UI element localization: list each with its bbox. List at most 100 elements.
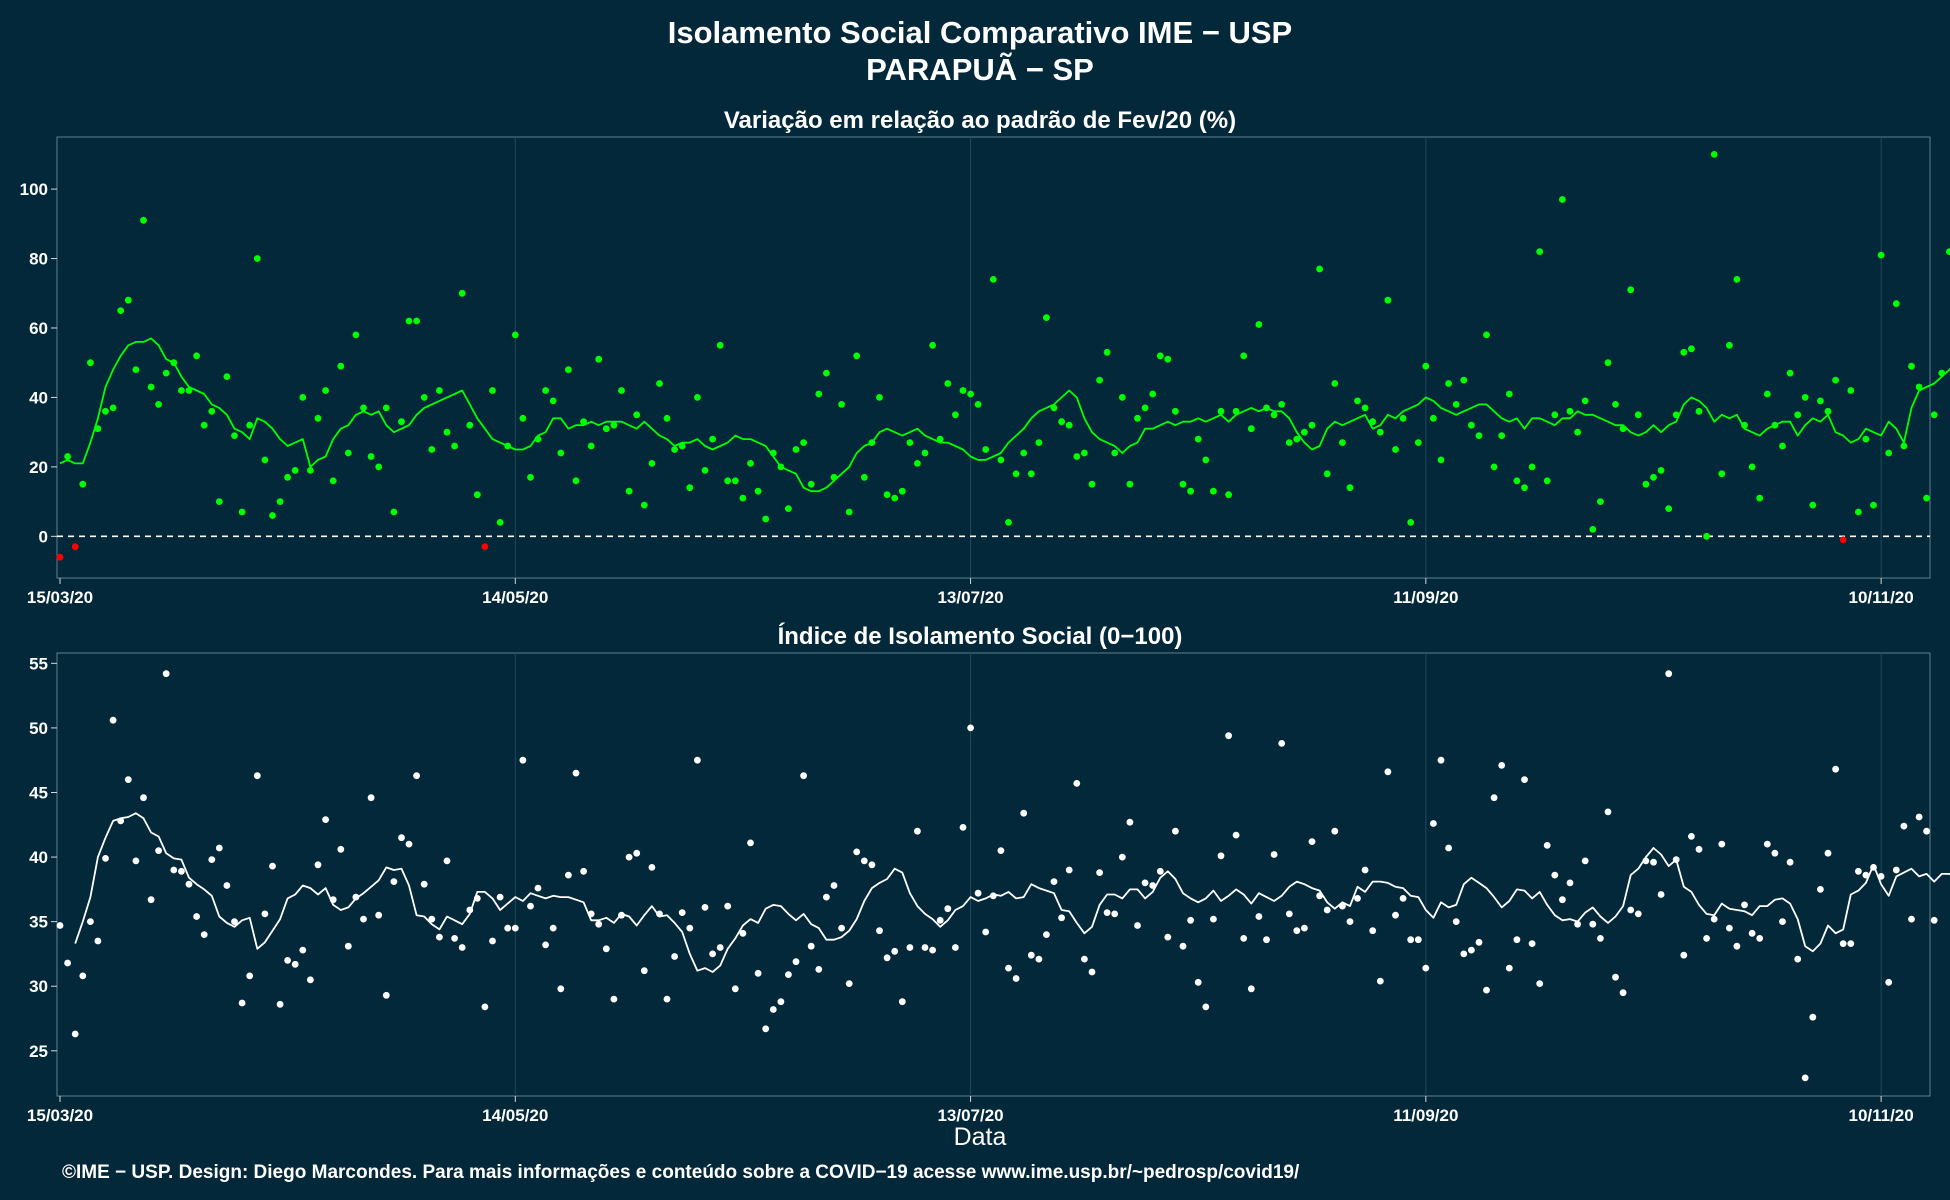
data-point [807, 942, 815, 950]
data-point [390, 878, 398, 885]
data-point [1126, 480, 1134, 488]
data-point [944, 905, 952, 913]
data-point [1809, 1013, 1817, 1021]
data-point [1339, 902, 1346, 910]
data-point [1468, 946, 1475, 954]
data-point [511, 331, 519, 339]
data-point [147, 896, 155, 904]
data-point [663, 995, 671, 1003]
data-point [375, 463, 383, 471]
data-point [1247, 425, 1255, 433]
data-point [1240, 352, 1248, 360]
data-point [1688, 833, 1695, 840]
data-point [1824, 407, 1832, 415]
data-point [155, 847, 163, 854]
x-tick-label: 10/11/20 [1848, 1106, 1913, 1125]
data-point [87, 918, 94, 925]
data-point [982, 928, 990, 936]
data-point [1346, 484, 1354, 492]
data-point [1263, 936, 1270, 944]
data-point [671, 446, 678, 453]
data-point [807, 480, 815, 488]
data-point [952, 944, 959, 951]
y-tick-label: 20 [29, 458, 48, 477]
data-point [436, 933, 443, 941]
data-point [1437, 456, 1445, 464]
data-point [701, 904, 709, 911]
data-point [1710, 151, 1718, 158]
data-point [1270, 411, 1278, 419]
data-point [1801, 1074, 1809, 1082]
data-point [1665, 670, 1673, 678]
data-point [944, 380, 952, 387]
data-point [777, 998, 785, 1006]
data-point [1559, 896, 1566, 904]
data-point [436, 387, 443, 394]
data-point [929, 341, 936, 349]
data-point [473, 895, 481, 902]
data-point [1551, 411, 1559, 419]
data-point [1763, 840, 1771, 848]
data-point [860, 857, 868, 865]
data-point [322, 387, 329, 394]
data-point [1096, 869, 1103, 876]
data-point [1908, 362, 1915, 370]
data-point [1468, 421, 1475, 429]
data-point [1786, 369, 1794, 377]
data-point [1217, 407, 1225, 415]
x-axis-label: Data [954, 1123, 1007, 1151]
data-point [1703, 935, 1710, 942]
data-point [1657, 467, 1665, 474]
data-point [914, 460, 921, 467]
panel-2-title: Índice de Isolamento Social (0−100) [778, 622, 1183, 650]
data-point [79, 972, 87, 980]
data-point [671, 953, 678, 960]
data-point [185, 387, 193, 394]
y-tick-label: 40 [29, 388, 48, 407]
data-point [322, 816, 329, 823]
data-point [1149, 390, 1157, 398]
data-point [1058, 914, 1065, 922]
data-point [716, 944, 724, 951]
data-point [936, 435, 944, 443]
data-point [420, 880, 428, 888]
data-point [87, 359, 94, 367]
data-point [1331, 827, 1339, 835]
data-point [883, 954, 891, 962]
data-point [906, 944, 914, 951]
data-point [1528, 940, 1536, 947]
data-point [1741, 421, 1748, 429]
data-point [405, 840, 413, 848]
data-point [261, 456, 269, 464]
data-point [1824, 849, 1832, 857]
data-point [914, 827, 921, 835]
data-point [709, 435, 716, 443]
data-point [1301, 924, 1308, 932]
data-point [1316, 892, 1323, 900]
data-point [337, 845, 345, 853]
x-tick-label: 14/05/20 [482, 588, 548, 607]
data-point [1855, 508, 1862, 516]
data-point [1604, 808, 1612, 816]
data-point [1460, 950, 1468, 958]
data-point [534, 884, 542, 892]
data-point [830, 473, 838, 481]
data-point [1680, 348, 1688, 356]
data-point [1832, 765, 1839, 773]
data-point [1430, 820, 1437, 827]
data-point [1020, 449, 1028, 457]
data-point [489, 937, 496, 945]
data-point [694, 394, 701, 401]
data-point [1073, 453, 1081, 460]
data-point [398, 834, 405, 842]
data-point [1809, 501, 1817, 509]
data-point [1627, 286, 1635, 294]
data-point [921, 449, 929, 457]
data-point [1452, 401, 1460, 408]
data-point [1490, 794, 1498, 802]
data-point [215, 498, 223, 505]
data-point [1225, 732, 1232, 740]
data-point [1528, 463, 1536, 471]
data-point [1938, 369, 1946, 377]
data-point [329, 477, 337, 485]
